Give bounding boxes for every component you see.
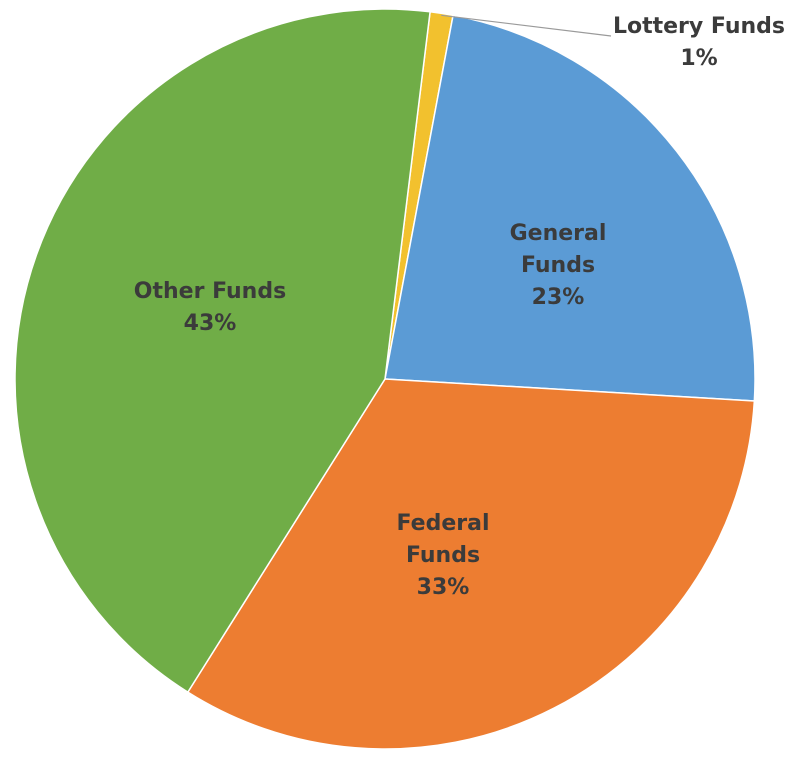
data-label-lottery-funds: Lottery Funds 1% xyxy=(613,14,785,71)
data-label-federal-funds: Federal Funds 33% xyxy=(397,511,490,600)
slice-other-funds xyxy=(14,8,431,694)
leader-line-lottery-funds xyxy=(441,14,612,37)
data-label-general-funds: General Funds 23% xyxy=(510,221,607,310)
slice-federal-funds xyxy=(186,378,756,750)
data-label-line: 1% xyxy=(680,46,717,71)
data-label-line: General xyxy=(510,221,607,246)
pie-labels: Lottery Funds 1% General Funds 23% Federal Fun… xyxy=(134,14,785,600)
data-label-line: 33% xyxy=(417,575,470,600)
data-label-line: Funds xyxy=(521,253,595,278)
data-label-line: Federal xyxy=(397,511,490,536)
data-label-line: 23% xyxy=(532,285,585,310)
pie-slices xyxy=(14,8,756,750)
slice-general-funds xyxy=(384,14,756,402)
data-label-line: Funds xyxy=(406,543,480,568)
data-label-other-funds: Other Funds 43% xyxy=(134,279,286,336)
data-label-line: Other Funds xyxy=(134,279,286,304)
data-label-line: 43% xyxy=(184,311,237,336)
data-label-line: Lottery Funds xyxy=(613,14,785,39)
